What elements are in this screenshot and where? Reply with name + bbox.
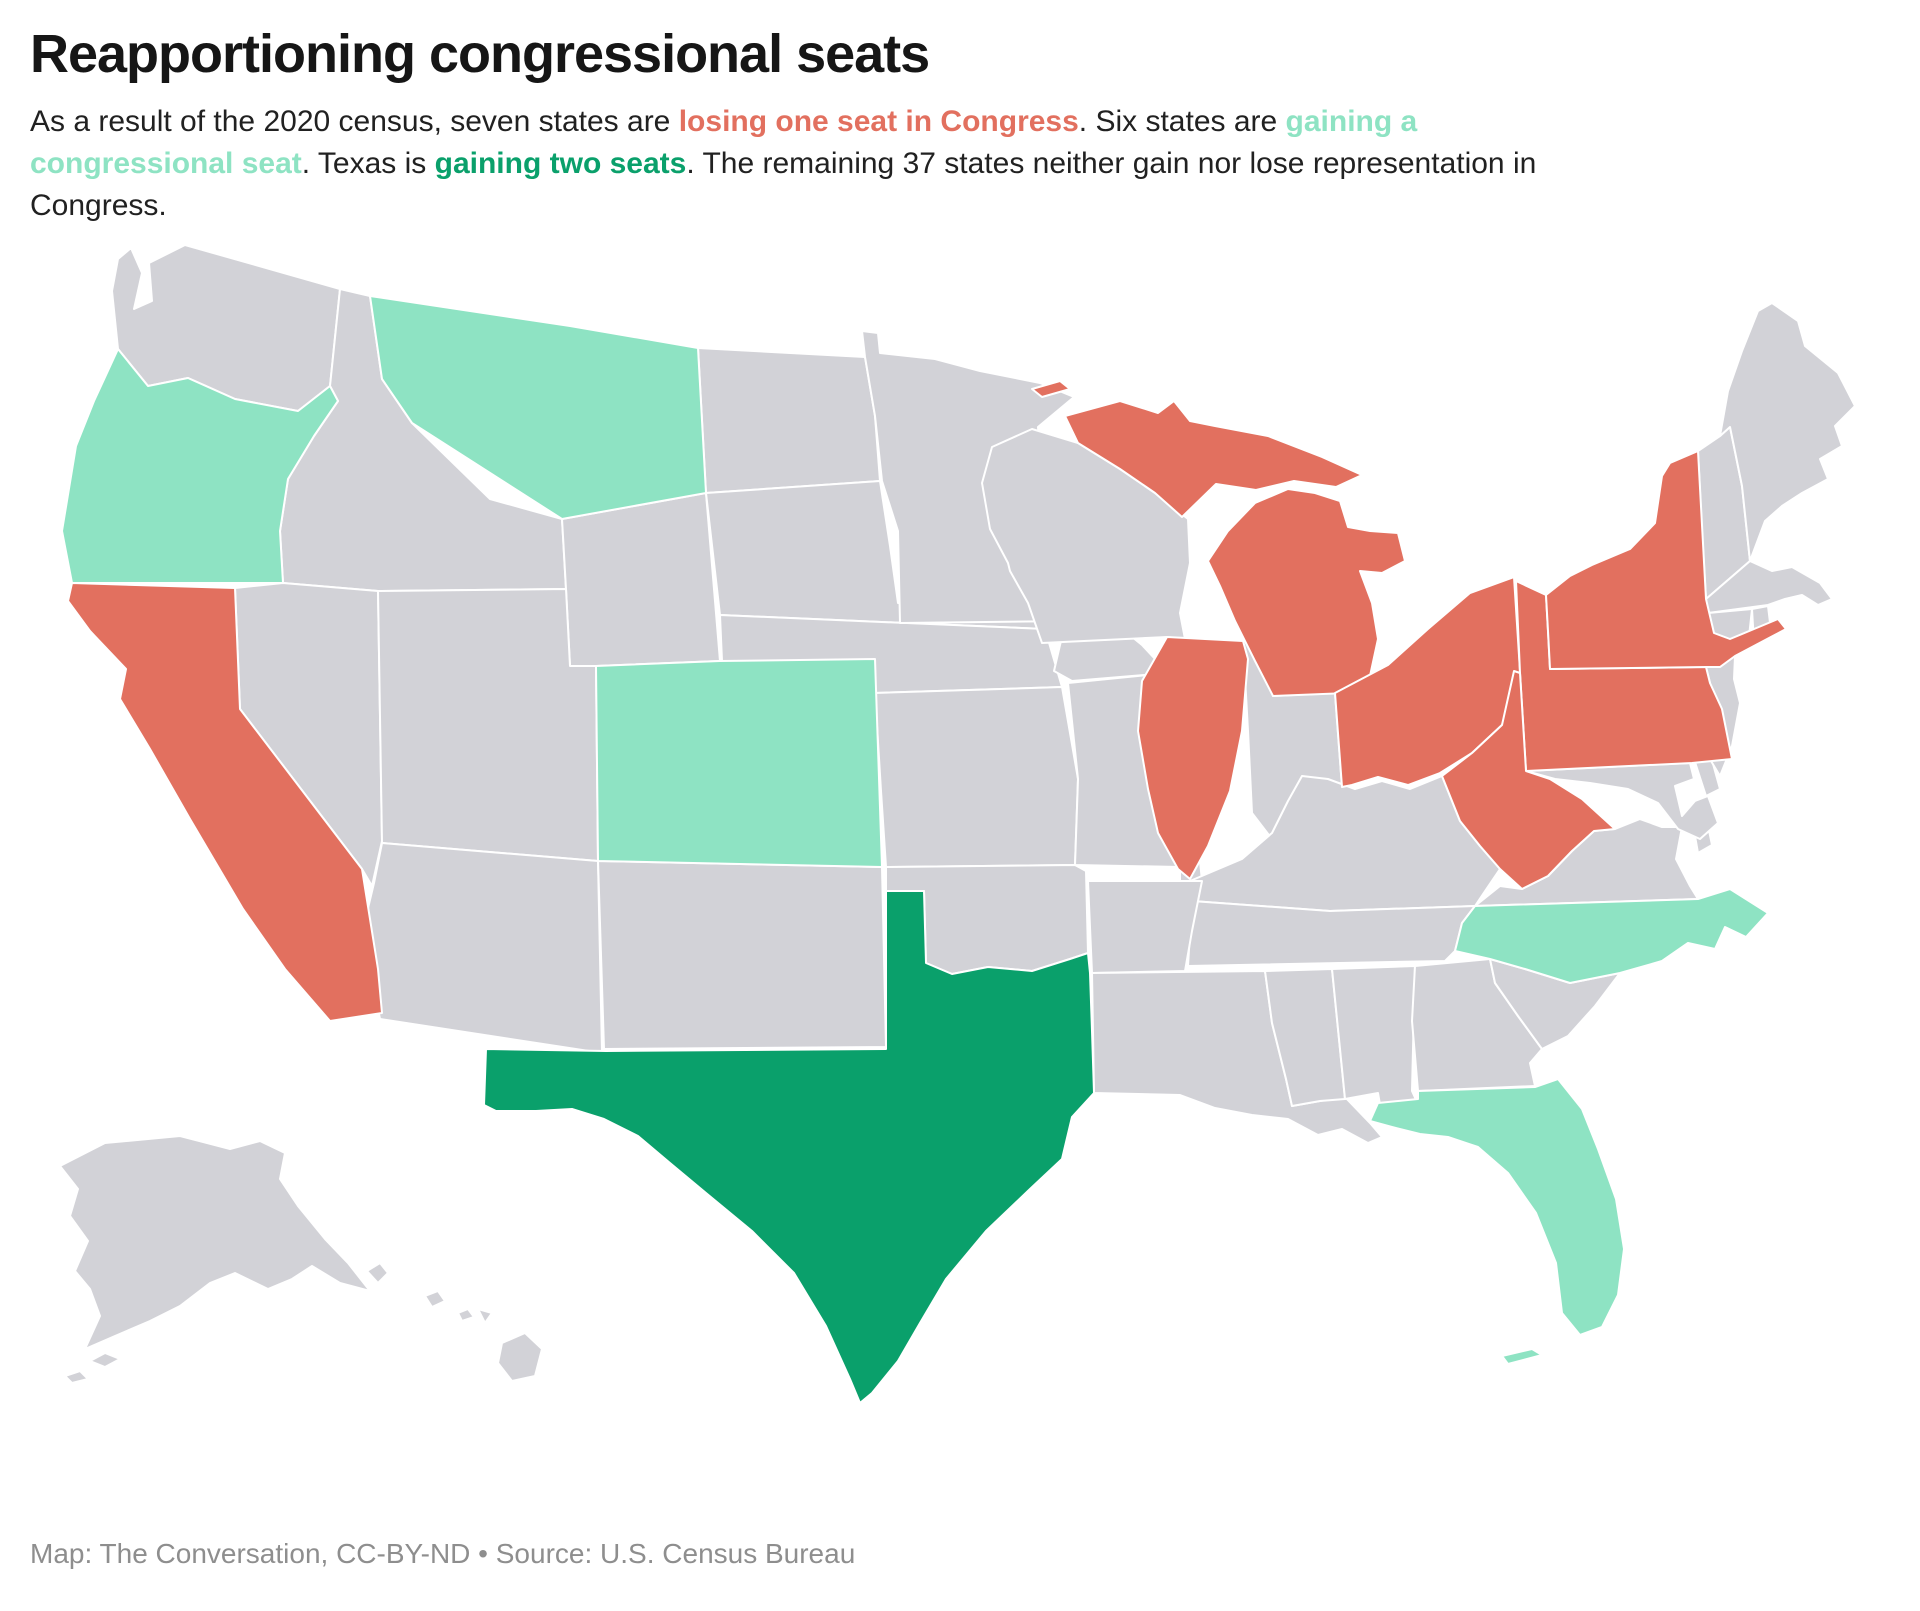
state-montana [369,294,707,520]
state-new-york [1545,449,1787,670]
state-massachusetts [1705,559,1833,614]
state-arizona [363,841,603,1054]
map-svg [59,243,1856,1404]
states-gaining-two-seats [483,889,1095,1404]
state-utah [377,587,599,862]
us-choropleth-map [30,231,1890,1451]
state-maryland [1525,761,1719,840]
subtitle-segment: gaining a congressional seat [30,104,1418,180]
state-hawaii [366,1261,543,1382]
state-arkansas [1087,879,1203,974]
attribution-footer: Map: The Conversation, CC-BY-ND • Source… [30,1538,856,1569]
state-alabama [1331,964,1423,1117]
state-illinois [1137,635,1249,880]
state-florida [1369,1077,1625,1365]
subtitle-segment: . Six states are [1078,104,1286,138]
states-losing-one-seat [67,379,1787,1022]
subtitle-segment: . Texas is [301,146,435,180]
states-gaining-one-seat [61,294,1769,1365]
state-wyoming [561,491,721,667]
state-texas [483,889,1095,1404]
subtitle-segment: . The remaining 37 states neither gain n… [30,146,1537,222]
state-maine [1719,301,1856,562]
subtitle-segment: gaining two seats [434,146,687,180]
state-colorado [595,657,883,868]
state-oregon [61,347,339,584]
state-north-carolina [1454,887,1769,984]
state-michigan [1031,379,1406,697]
state-new-mexico [597,859,887,1050]
subtitle-segment: losing one seat in Congress [678,104,1079,138]
states-no-change [59,243,1856,1384]
page-title: Reapportioning congressional seats [30,24,930,84]
state-west-virginia [1441,669,1616,890]
subtitle: As a result of the 2020 census, seven st… [30,101,1595,227]
state-tennessee [1187,899,1476,967]
subtitle-segment: As a result of the 2020 census, seven st… [30,104,679,138]
state-california [67,581,383,1022]
state-alaska [59,1134,371,1384]
state-kansas [874,685,1079,868]
state-north-dakota [697,346,881,494]
